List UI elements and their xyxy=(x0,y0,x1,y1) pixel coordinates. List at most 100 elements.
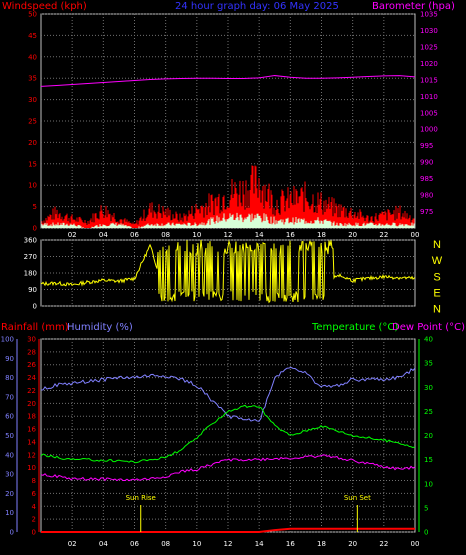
x-tick-label: 20 xyxy=(348,540,357,548)
barometer-tick-label: 995 xyxy=(420,142,433,150)
barometer-tick-label: 1020 xyxy=(420,60,438,68)
rainfall-tick-label: 20 xyxy=(27,400,36,408)
rainfall-tick-label: 6 xyxy=(32,490,37,498)
x-tick-label: 18 xyxy=(317,231,326,239)
barometer-tick-label: 975 xyxy=(420,208,433,216)
barometer-tick-label: 1030 xyxy=(420,27,438,35)
x-tick-label: 10 xyxy=(192,231,201,239)
direction-tick-label: 0 xyxy=(33,303,37,311)
humidity-tick-label: 90 xyxy=(5,355,14,363)
humidity-tick-label: 20 xyxy=(5,490,14,498)
x-tick-label: 12 xyxy=(224,540,233,548)
x-tick-label: 08 xyxy=(161,540,170,548)
windspeed-tick-label: 25 xyxy=(28,118,37,126)
windspeed-axis-label: Windspeed (kph) xyxy=(2,1,87,12)
barometer-tick-label: 1000 xyxy=(420,126,438,134)
rainfall-tick-label: 24 xyxy=(27,374,36,382)
x-tick-label: 20 xyxy=(348,231,357,239)
x-tick-label: 18 xyxy=(317,540,326,548)
temperature-tick-label: 30 xyxy=(424,384,433,392)
humidity-tick-label: 100 xyxy=(1,336,14,344)
barometer-tick-label: 990 xyxy=(420,159,433,167)
x-tick-label: 14 xyxy=(255,231,264,239)
x-tick-label: 12 xyxy=(224,231,233,239)
windspeed-tick-label: 5 xyxy=(33,203,37,211)
dewpoint-axis-label: Dew Point (°C) xyxy=(392,322,465,333)
chart-title: 24 hour graph day: 06 May 2025 xyxy=(175,1,339,12)
windspeed-tick-label: 15 xyxy=(28,160,37,168)
windspeed-tick-label: 40 xyxy=(28,53,37,61)
barometer-tick-label: 1005 xyxy=(420,109,438,117)
temperature-tick-label: 40 xyxy=(424,336,433,344)
temperature-axis-label: Temperature (°C) xyxy=(311,322,398,333)
windspeed-tick-label: 50 xyxy=(28,11,37,19)
x-tick-label: 16 xyxy=(286,231,295,239)
humidity-tick-label: 10 xyxy=(5,509,14,517)
rainfall-tick-label: 28 xyxy=(27,348,36,356)
humidity-tick-label: 0 xyxy=(10,529,14,537)
humidity-tick-label: 70 xyxy=(5,393,14,401)
compass-label: N xyxy=(433,304,441,316)
x-tick-label: 04 xyxy=(99,231,108,239)
temperature-tick-label: 20 xyxy=(424,432,433,440)
sun-marker-label: Sun Set xyxy=(344,494,371,502)
rainfall-tick-label: 0 xyxy=(32,529,36,537)
direction-tick-label: 180 xyxy=(24,270,37,278)
x-tick-label: 02 xyxy=(68,540,77,548)
humidity-line xyxy=(40,366,416,422)
rainfall-tick-label: 30 xyxy=(27,336,36,344)
direction-tick-label: 90 xyxy=(28,286,37,294)
compass-label: S xyxy=(433,271,440,283)
compass-label: W xyxy=(432,255,443,267)
rainfall-tick-label: 16 xyxy=(27,426,36,434)
barometer-tick-label: 1015 xyxy=(420,76,438,84)
temperature-tick-label: 25 xyxy=(424,408,433,416)
x-tick-label: 22 xyxy=(379,540,388,548)
x-tick-label: 08 xyxy=(161,231,170,239)
direction-tick-label: 360 xyxy=(24,237,37,245)
x-tick-label: 16 xyxy=(286,540,295,548)
x-tick-label: 22 xyxy=(379,231,388,239)
barometer-tick-label: 1025 xyxy=(420,43,438,51)
x-tick-label: 14 xyxy=(255,540,264,548)
rainfall-axis-label: Rainfall (mm) xyxy=(1,322,69,333)
temperature-tick-label: 5 xyxy=(424,504,428,512)
rainfall-tick-label: 10 xyxy=(27,464,36,472)
rainfall-tick-label: 18 xyxy=(27,413,36,421)
windspeed-tick-label: 45 xyxy=(28,32,37,40)
x-tick-label: 10 xyxy=(192,540,201,548)
rainfall-line xyxy=(41,527,415,533)
barometer-tick-label: 985 xyxy=(420,175,433,183)
sun-marker-label: Sun Rise xyxy=(126,494,156,502)
barometer-axis-label: Barometer (hpa) xyxy=(372,1,455,12)
rainfall-tick-label: 26 xyxy=(27,361,36,369)
humidity-tick-label: 50 xyxy=(5,432,14,440)
dewpoint-line xyxy=(40,454,416,482)
barometer-tick-label: 1010 xyxy=(420,93,438,101)
rainfall-tick-label: 12 xyxy=(27,451,36,459)
direction-tick-label: 270 xyxy=(24,253,37,261)
x-tick-label: 02 xyxy=(68,231,77,239)
temperature-tick-label: 15 xyxy=(424,456,433,464)
windspeed-tick-label: 10 xyxy=(28,182,37,190)
barometer-tick-label: 980 xyxy=(420,192,433,200)
temperature-tick-label: 0 xyxy=(424,529,428,537)
humidity-tick-label: 40 xyxy=(5,451,14,459)
temperature-line xyxy=(40,404,416,464)
x-tick-label: 00 xyxy=(411,231,420,239)
rainfall-tick-label: 4 xyxy=(32,503,37,511)
humidity-tick-label: 30 xyxy=(5,471,14,479)
compass-label: N xyxy=(433,239,441,251)
windspeed-tick-label: 0 xyxy=(33,225,37,233)
windspeed-tick-label: 35 xyxy=(28,75,37,83)
temperature-tick-label: 10 xyxy=(424,480,433,488)
humidity-axis-label: Humidity (%) xyxy=(67,322,133,333)
humidity-tick-label: 60 xyxy=(5,413,14,421)
rainfall-tick-label: 2 xyxy=(32,516,36,524)
x-tick-label: 06 xyxy=(130,231,139,239)
barometer-line xyxy=(40,75,416,87)
temperature-tick-label: 35 xyxy=(424,360,433,368)
rainfall-tick-label: 8 xyxy=(32,477,36,485)
x-tick-label: 00 xyxy=(411,540,420,548)
barometer-tick-label: 1035 xyxy=(420,11,438,19)
